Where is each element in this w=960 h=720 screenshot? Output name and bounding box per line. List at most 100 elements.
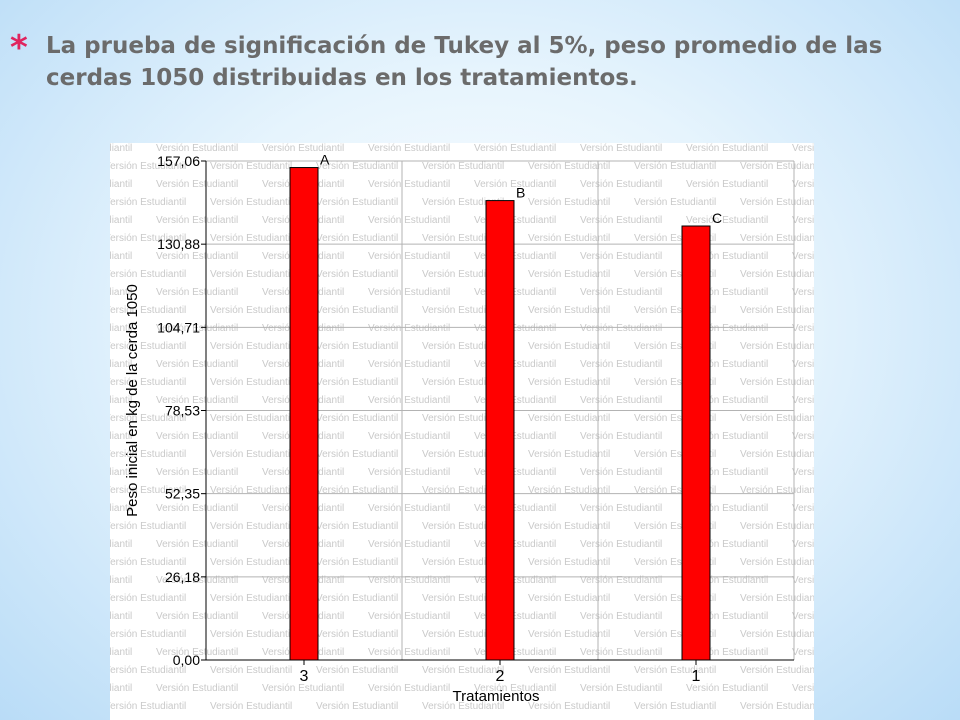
watermark-text: Versión Estudiantil bbox=[422, 305, 504, 316]
watermark-text: Versión Estudiantil bbox=[110, 485, 186, 496]
watermark-text: Versión Estudiantil bbox=[580, 467, 662, 478]
watermark-text: Versión Estudiantil bbox=[316, 233, 398, 244]
watermark-text: Versión Estudiantil bbox=[634, 377, 716, 388]
watermark-text: Versión Estudiantil bbox=[110, 305, 186, 316]
watermark-text: Versión Estudiantil bbox=[422, 557, 504, 568]
bars bbox=[289, 167, 711, 661]
watermark-text: Versión Estudiantil bbox=[110, 449, 186, 460]
watermark-text: Versión Estudiantil bbox=[210, 629, 292, 640]
watermark-text: Versión Estudiantil bbox=[110, 269, 186, 280]
watermark-text: Versión Estudiantil bbox=[368, 143, 450, 154]
watermark-text: Versión Estudiantil bbox=[792, 287, 814, 298]
watermark-text: Versión Estudiantil bbox=[792, 503, 814, 514]
watermark-text: Versión Estudiantil bbox=[686, 467, 768, 478]
watermark-text: Versión Estudiantil bbox=[110, 467, 132, 478]
watermark-text: Versión Estudiantil bbox=[422, 665, 504, 676]
watermark-text: Versión Estudiantil bbox=[580, 323, 662, 334]
watermark-text: Versión Estudiantil bbox=[422, 233, 504, 244]
watermark-text: Versión Estudiantil bbox=[110, 197, 186, 208]
watermark-text: Versión Estudiantil bbox=[528, 449, 610, 460]
watermark-text: Versión Estudiantil bbox=[210, 377, 292, 388]
watermark-text: Versión Estudiantil bbox=[316, 161, 398, 172]
watermark-text: Versión Estudiantil bbox=[422, 449, 504, 460]
watermark-text: Versión Estudiantil bbox=[316, 449, 398, 460]
watermark-text: Versión Estudiantil bbox=[368, 467, 450, 478]
watermark-text: Versión Estudiantil bbox=[528, 485, 610, 496]
y-axis-label: Peso inicial en kg de la cerda 1050 bbox=[124, 284, 141, 517]
watermark-text: Versión Estudiantil bbox=[580, 683, 662, 694]
watermark-text: Versión Estudiantil bbox=[634, 485, 716, 496]
watermark-text: Versión Estudiantil bbox=[368, 539, 450, 550]
watermark-text: Versión Estudiantil bbox=[210, 701, 292, 712]
watermark-text: Versión Estudiantil bbox=[634, 161, 716, 172]
watermark-text: Versión Estudiantil bbox=[110, 683, 132, 694]
y-tick-label: 130,88 bbox=[157, 236, 200, 252]
watermark-text: Versión Estudiantil bbox=[316, 485, 398, 496]
watermark-text: Versión Estudiantil bbox=[686, 611, 768, 622]
watermark-text: Versión Estudiantil bbox=[634, 233, 716, 244]
watermark-text: Versión Estudiantil bbox=[210, 557, 292, 568]
watermark-text: Versión Estudiantil bbox=[580, 539, 662, 550]
watermark-text: Versión Estudiantil bbox=[528, 233, 610, 244]
watermark-text: Versión Estudiantil bbox=[740, 269, 814, 280]
watermark-text: Versión Estudiantil bbox=[474, 611, 556, 622]
watermark-text: Versión Estudiantil bbox=[110, 701, 186, 712]
watermark-text: Versión Estudiantil bbox=[368, 683, 450, 694]
watermark-text: Versión Estudiantil bbox=[528, 701, 610, 712]
watermark-text: Versión Estudiantil bbox=[422, 521, 504, 532]
watermark-text: Versión Estudiantil bbox=[110, 413, 186, 424]
watermark-text: Versión Estudiantil bbox=[528, 377, 610, 388]
watermark-text: Versión Estudiantil bbox=[110, 575, 132, 586]
watermark-text: Versión Estudiantil bbox=[156, 323, 238, 334]
watermark-text: Versión Estudiantil bbox=[474, 287, 556, 298]
watermark-text: Versión Estudiantil bbox=[316, 269, 398, 280]
bar-group-labels: A B C bbox=[320, 152, 722, 226]
watermark-text: Versión Estudiantil bbox=[156, 683, 238, 694]
watermark-text: Versión Estudiantil bbox=[792, 359, 814, 370]
watermark-text: Versión Estudiantil bbox=[792, 323, 814, 334]
y-tick-label: 157,06 bbox=[157, 153, 200, 169]
watermark-text: Versión Estudiantil bbox=[580, 251, 662, 262]
watermark-text: Versión Estudiantil bbox=[792, 143, 814, 154]
watermark-text: Versión Estudiantil bbox=[110, 251, 132, 262]
watermark-text: Versión Estudiantil bbox=[634, 665, 716, 676]
watermark-text: Versión Estudiantil bbox=[634, 701, 716, 712]
watermark-text: Versión Estudiantil bbox=[740, 449, 814, 460]
watermark-text: Versión Estudiantil bbox=[792, 611, 814, 622]
watermark-text: Versión Estudiantil bbox=[792, 467, 814, 478]
watermark-text: Versión Estudiantil bbox=[474, 431, 556, 442]
watermark-text: Versión Estudiantil bbox=[368, 287, 450, 298]
watermark-text: Versión Estudiantil bbox=[740, 485, 814, 496]
watermark-text: Versión Estudiantil bbox=[740, 521, 814, 532]
watermark-text: Versión Estudiantil bbox=[740, 665, 814, 676]
watermark-text: Versión Estudiantil bbox=[210, 233, 292, 244]
watermark-text: Versión Estudiantil bbox=[792, 539, 814, 550]
watermark-text: Versión Estudiantil bbox=[474, 503, 556, 514]
watermark-text: Versión Estudiantil bbox=[422, 269, 504, 280]
watermark-text: Versión Estudiantil bbox=[740, 557, 814, 568]
watermark-text: Versión Estudiantil bbox=[792, 647, 814, 658]
watermark-text: Versión Estudiantil bbox=[422, 161, 504, 172]
watermark-text: Versión Estudiantil bbox=[634, 521, 716, 532]
watermark-text: Versión Estudiantil bbox=[110, 161, 186, 172]
watermark-text: Versión Estudiantil bbox=[210, 161, 292, 172]
watermark-text: Versión Estudiantil bbox=[368, 215, 450, 226]
watermark-text: Versión Estudiantil bbox=[474, 395, 556, 406]
watermark-text: Versión Estudiantil bbox=[110, 179, 132, 190]
watermark-text: Versión Estudiantil bbox=[110, 323, 132, 334]
watermark-text: Versión Estudiantil bbox=[368, 179, 450, 190]
watermark-text: Versión Estudiantil bbox=[110, 215, 132, 226]
watermark-text: Versión Estudiantil bbox=[422, 413, 504, 424]
bar-label-3: A bbox=[320, 152, 330, 168]
y-tick-label: 52,35 bbox=[165, 486, 200, 502]
watermark-text: Versión Estudiantil bbox=[156, 467, 238, 478]
watermark-text: Versión Estudiantil bbox=[316, 629, 398, 640]
watermark-text: Versión Estudiantil bbox=[580, 431, 662, 442]
watermark-text: Versión Estudiantil bbox=[686, 323, 768, 334]
watermark-text: Versión Estudiantil bbox=[634, 197, 716, 208]
watermark-text: Versión Estudiantil bbox=[686, 215, 768, 226]
watermark-text: Versión Estudiantil bbox=[474, 683, 556, 694]
watermark-text: Versión Estudiantil bbox=[580, 359, 662, 370]
watermark-pattern: Versión Estudiantil Versión Estudiantil Ve… bbox=[110, 143, 814, 712]
watermark-text: Versión Estudiantil bbox=[686, 359, 768, 370]
